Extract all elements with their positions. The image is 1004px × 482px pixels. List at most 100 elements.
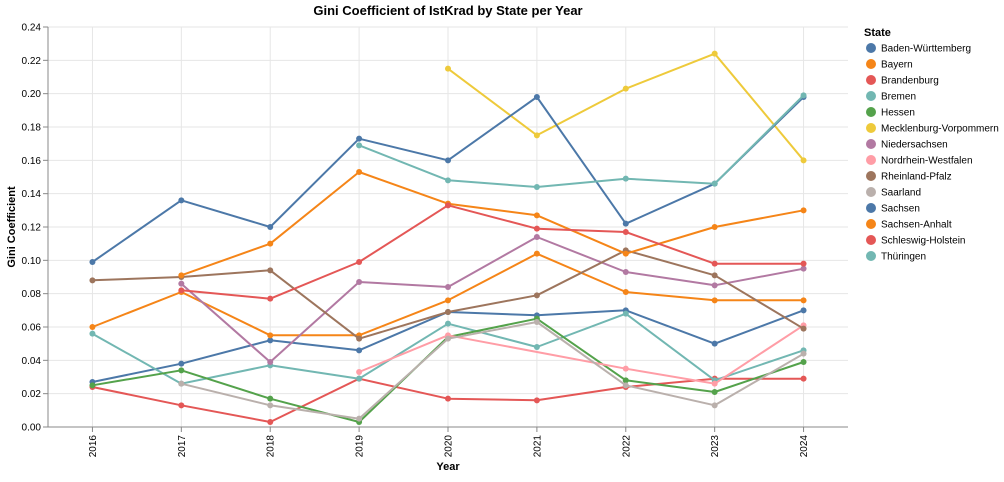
data-point-bremen[interactable]: [445, 320, 451, 327]
data-point-hessen[interactable]: [622, 377, 629, 384]
data-point-saarland[interactable]: [622, 382, 629, 389]
data-point-bayern[interactable]: [445, 297, 451, 304]
legend-item-brandenburg[interactable]: Brandenburg: [866, 75, 939, 87]
data-point-sachsen-anhalt[interactable]: [800, 207, 807, 214]
data-point-rheinland-pfalz[interactable]: [267, 267, 274, 274]
data-point-rheinland-pfalz[interactable]: [711, 272, 718, 279]
legend-item-sachsen-anhalt[interactable]: Sachsen-Anhalt: [866, 219, 952, 231]
data-point-nordrhein-westfalen[interactable]: [711, 380, 718, 387]
data-point-rheinland-pfalz[interactable]: [533, 292, 540, 299]
data-point-baden-w-rttemberg[interactable]: [267, 337, 274, 344]
data-point-niedersachsen[interactable]: [178, 280, 185, 287]
data-point-sachsen[interactable]: [356, 135, 363, 142]
data-point-schleswig-holstein[interactable]: [533, 225, 540, 232]
legend-item-saarland[interactable]: Saarland: [866, 187, 921, 199]
data-point-bayern[interactable]: [533, 250, 540, 257]
data-point-th-ringen[interactable]: [622, 175, 629, 182]
legend-item-rheinland-pfalz[interactable]: Rheinland-Pfalz: [866, 171, 952, 183]
data-point-th-ringen[interactable]: [711, 180, 718, 187]
data-point-th-ringen[interactable]: [356, 142, 363, 149]
data-point-brandenburg[interactable]: [800, 375, 807, 382]
data-point-niedersachsen[interactable]: [533, 234, 540, 240]
data-point-th-ringen[interactable]: [445, 177, 451, 184]
data-point-rheinland-pfalz[interactable]: [356, 335, 363, 342]
data-point-mecklenburg-vorpommern[interactable]: [800, 157, 807, 164]
data-point-bremen[interactable]: [533, 344, 540, 350]
data-point-sachsen[interactable]: [445, 157, 451, 164]
data-point-bayern[interactable]: [89, 324, 96, 330]
data-point-baden-w-rttemberg[interactable]: [800, 307, 807, 314]
data-point-baden-w-rttemberg[interactable]: [711, 340, 718, 347]
data-point-saarland[interactable]: [533, 319, 540, 325]
data-point-bremen[interactable]: [622, 310, 629, 317]
data-point-sachsen[interactable]: [89, 259, 96, 265]
data-point-hessen[interactable]: [711, 389, 718, 395]
data-point-th-ringen[interactable]: [800, 92, 807, 99]
data-point-baden-w-rttemberg[interactable]: [178, 360, 185, 367]
legend-item-sachsen[interactable]: Sachsen: [866, 203, 920, 215]
data-point-schleswig-holstein[interactable]: [178, 287, 185, 294]
data-point-sachsen[interactable]: [533, 94, 540, 100]
data-point-niedersachsen[interactable]: [445, 284, 451, 290]
data-point-mecklenburg-vorpommern[interactable]: [533, 132, 540, 139]
data-point-brandenburg[interactable]: [267, 419, 274, 425]
data-point-mecklenburg-vorpommern[interactable]: [711, 50, 718, 57]
data-point-schleswig-holstein[interactable]: [267, 295, 274, 302]
legend-item-nordrhein-westfalen[interactable]: Nordrhein-Westfalen: [866, 155, 973, 167]
data-point-niedersachsen[interactable]: [622, 269, 629, 275]
data-point-rheinland-pfalz[interactable]: [800, 325, 807, 332]
data-point-sachsen-anhalt[interactable]: [622, 250, 629, 257]
data-point-niedersachsen[interactable]: [711, 282, 718, 289]
data-point-niedersachsen[interactable]: [800, 265, 807, 272]
data-point-mecklenburg-vorpommern[interactable]: [445, 65, 451, 72]
data-point-bremen[interactable]: [89, 330, 96, 337]
data-point-sachsen[interactable]: [622, 220, 629, 227]
data-point-bremen[interactable]: [356, 375, 363, 382]
data-point-schleswig-holstein[interactable]: [800, 260, 807, 267]
data-point-niedersachsen[interactable]: [267, 359, 274, 365]
data-point-saarland[interactable]: [178, 380, 185, 387]
data-point-sachsen-anhalt[interactable]: [267, 240, 274, 247]
data-point-mecklenburg-vorpommern[interactable]: [622, 85, 629, 92]
data-point-rheinland-pfalz[interactable]: [445, 309, 451, 315]
data-point-hessen[interactable]: [178, 367, 185, 374]
data-point-sachsen[interactable]: [267, 224, 274, 230]
data-point-saarland[interactable]: [800, 350, 807, 357]
data-point-brandenburg[interactable]: [533, 397, 540, 404]
legend-item-baden-w-rttemberg[interactable]: Baden-Württemberg: [866, 43, 971, 55]
data-point-saarland[interactable]: [356, 415, 363, 422]
legend-item-niedersachsen[interactable]: Niedersachsen: [866, 139, 948, 151]
data-point-th-ringen[interactable]: [533, 184, 540, 190]
legend-item-schleswig-holstein[interactable]: Schleswig-Holstein: [866, 235, 965, 247]
data-point-nordrhein-westfalen[interactable]: [356, 369, 363, 375]
data-point-schleswig-holstein[interactable]: [711, 260, 718, 267]
data-point-hessen[interactable]: [89, 382, 96, 389]
data-point-bayern[interactable]: [711, 297, 718, 304]
data-point-sachsen[interactable]: [178, 197, 185, 204]
data-point-bayern[interactable]: [267, 332, 274, 339]
data-point-hessen[interactable]: [267, 395, 274, 402]
legend-item-mecklenburg-vorpommern[interactable]: Mecklenburg-Vorpommern: [866, 123, 999, 135]
legend-item-bremen[interactable]: Bremen: [866, 91, 916, 103]
legend-item-th-ringen[interactable]: Thüringen: [866, 251, 926, 263]
data-point-sachsen-anhalt[interactable]: [178, 272, 185, 279]
data-point-brandenburg[interactable]: [445, 395, 451, 402]
data-point-saarland[interactable]: [711, 402, 718, 409]
legend-item-hessen[interactable]: Hessen: [866, 107, 915, 119]
data-point-baden-w-rttemberg[interactable]: [356, 347, 363, 354]
data-point-nordrhein-westfalen[interactable]: [622, 365, 629, 372]
data-point-bayern[interactable]: [622, 289, 629, 295]
data-point-sachsen-anhalt[interactable]: [711, 224, 718, 230]
data-point-bayern[interactable]: [800, 297, 807, 304]
data-point-brandenburg[interactable]: [178, 402, 185, 409]
data-point-hessen[interactable]: [800, 359, 807, 365]
data-point-saarland[interactable]: [445, 335, 451, 342]
data-point-schleswig-holstein[interactable]: [445, 202, 451, 209]
data-point-niedersachsen[interactable]: [356, 279, 363, 285]
data-point-rheinland-pfalz[interactable]: [89, 277, 96, 284]
legend-item-bayern[interactable]: Bayern: [866, 59, 913, 71]
data-point-saarland[interactable]: [267, 402, 274, 409]
data-point-schleswig-holstein[interactable]: [356, 259, 363, 265]
data-point-schleswig-holstein[interactable]: [622, 229, 629, 235]
data-point-sachsen-anhalt[interactable]: [533, 212, 540, 219]
